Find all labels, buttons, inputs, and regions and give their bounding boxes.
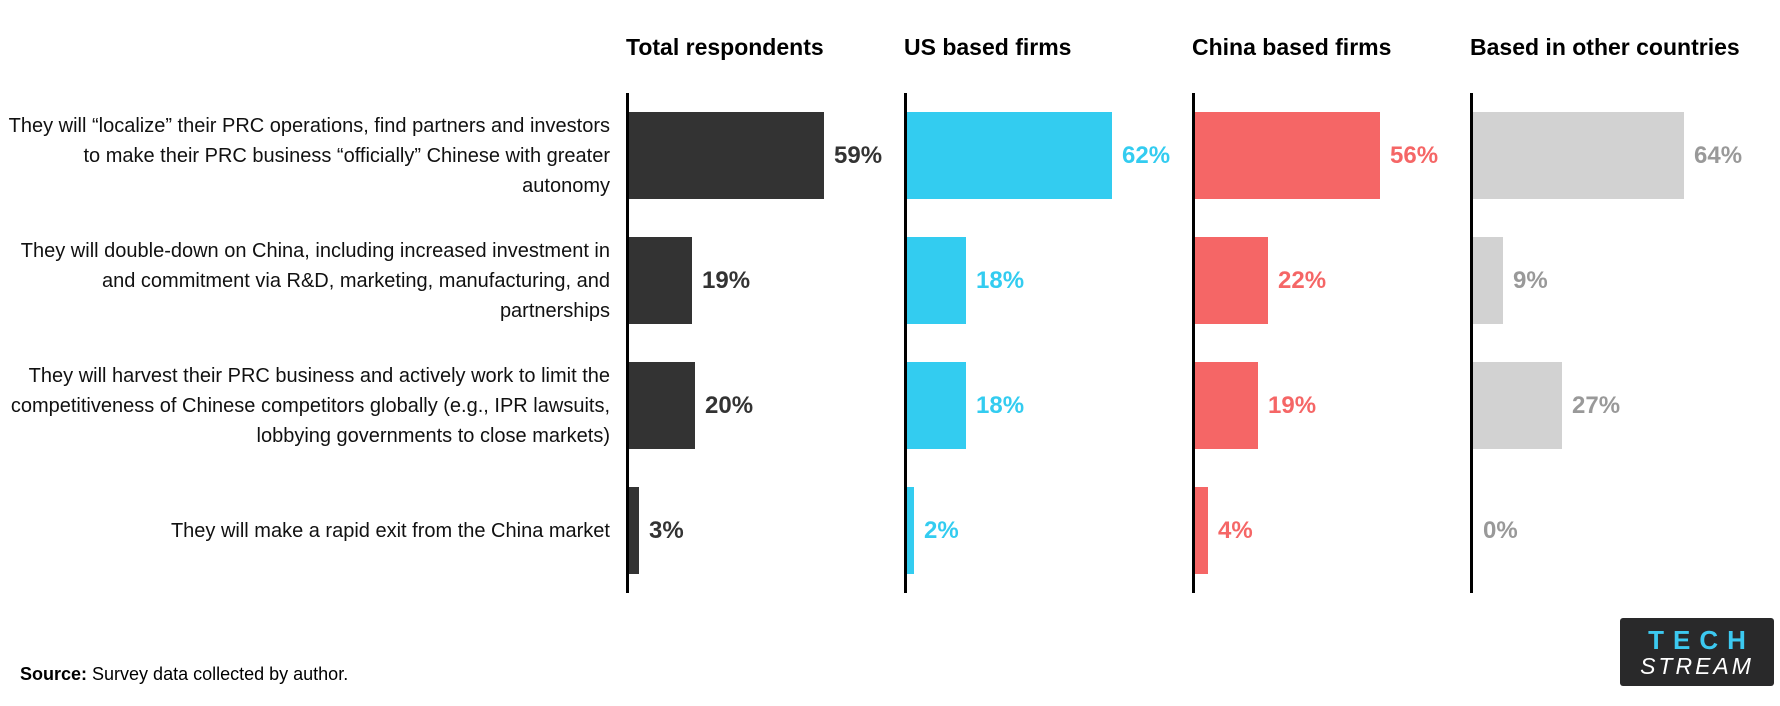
source-text: Survey data collected by author. (87, 664, 349, 684)
panel-china-based-firms: China based firms 56% 22% 19% 4% (1192, 0, 1470, 593)
bar-row: 4% (1195, 468, 1470, 593)
bar-row: 0% (1473, 468, 1780, 593)
bar-row: 18% (907, 343, 1192, 468)
bar (1195, 112, 1380, 199)
techstream-logo: TECH STREAM (1620, 618, 1774, 686)
bar-row: 19% (629, 218, 904, 343)
bar (629, 112, 824, 199)
bar (1473, 112, 1684, 199)
bar-value-label: 62% (1122, 141, 1171, 169)
panels: Total respondents 59% 19% 20% 3% US based fir… (626, 0, 1780, 593)
bar (1473, 237, 1503, 324)
bar-value-label: 19% (702, 266, 751, 294)
bar-value-label: 19% (1268, 391, 1317, 419)
panel-header: US based firms (904, 34, 1072, 60)
bar-value-label: 2% (924, 516, 959, 544)
bar-value-label: 9% (1513, 266, 1548, 294)
category-label: They will “localize” their PRC operation… (8, 114, 610, 197)
category-labels-column: They will “localize” their PRC operation… (0, 0, 626, 593)
category-label: They will harvest their PRC business and… (10, 364, 610, 447)
bar (907, 487, 914, 574)
bar (1195, 237, 1268, 324)
bar-row: 18% (907, 218, 1192, 343)
bar-value-label: 20% (705, 391, 754, 419)
bar (629, 362, 695, 449)
source-label: Source: (20, 664, 88, 684)
bar-value-label: 0% (1483, 516, 1518, 544)
bar-value-label: 18% (976, 391, 1025, 419)
bar-value-label: 4% (1218, 516, 1253, 544)
panel-based-in-other-countries: Based in other countries 64% 9% 27% 0% (1470, 0, 1780, 593)
bar (1195, 487, 1208, 574)
category-label: They will make a rapid exit from the Chi… (170, 519, 610, 542)
bar-row: 59% (629, 93, 904, 218)
panel-total-respondents: Total respondents 59% 19% 20% 3% (626, 0, 904, 593)
header-spacer (0, 0, 626, 93)
panel-axis-and-bars: 56% 22% 19% 4% (1192, 93, 1470, 593)
panel-axis-and-bars: 59% 19% 20% 3% (626, 93, 904, 593)
bar-row: 56% (1195, 93, 1470, 218)
bar (907, 112, 1112, 199)
logo-stream-text: STREAM (1640, 652, 1754, 679)
bar-row: 2% (907, 468, 1192, 593)
bar-value-label: 3% (649, 516, 684, 544)
bar-value-label: 56% (1390, 141, 1439, 169)
bar-row: 3% (629, 468, 904, 593)
panel-axis-and-bars: 62% 18% 18% 2% (904, 93, 1192, 593)
panel-header: China based firms (1192, 34, 1392, 60)
grouped-bar-chart: They will “localize” their PRC operation… (0, 0, 1780, 593)
bar (1473, 362, 1562, 449)
panel-header: Based in other countries (1470, 34, 1740, 60)
bar-row: 19% (1195, 343, 1470, 468)
bar (629, 237, 692, 324)
logo-tech-text: TECH (1648, 624, 1755, 655)
bar-value-label: 59% (834, 141, 883, 169)
bar-value-label: 27% (1572, 391, 1621, 419)
category-label: They will double-down on China, includin… (20, 239, 610, 322)
panel-axis-and-bars: 64% 9% 27% 0% (1470, 93, 1780, 593)
bar-value-label: 64% (1694, 141, 1743, 169)
bar (629, 487, 639, 574)
panel-us-based-firms: US based firms 62% 18% 18% 2% (904, 0, 1192, 593)
bar-value-label: 22% (1278, 266, 1327, 294)
bar-value-label: 18% (976, 266, 1025, 294)
bar-row: 22% (1195, 218, 1470, 343)
bar-row: 9% (1473, 218, 1780, 343)
bar (1195, 362, 1258, 449)
bar-row: 62% (907, 93, 1192, 218)
category-labels: They will “localize” their PRC operation… (0, 93, 626, 593)
bar-row: 64% (1473, 93, 1780, 218)
bar-row: 20% (629, 343, 904, 468)
source-note: Source: Survey data collected by author. (20, 664, 348, 685)
panel-header: Total respondents (626, 34, 824, 60)
bar (907, 362, 966, 449)
bar-row: 27% (1473, 343, 1780, 468)
bar (907, 237, 966, 324)
